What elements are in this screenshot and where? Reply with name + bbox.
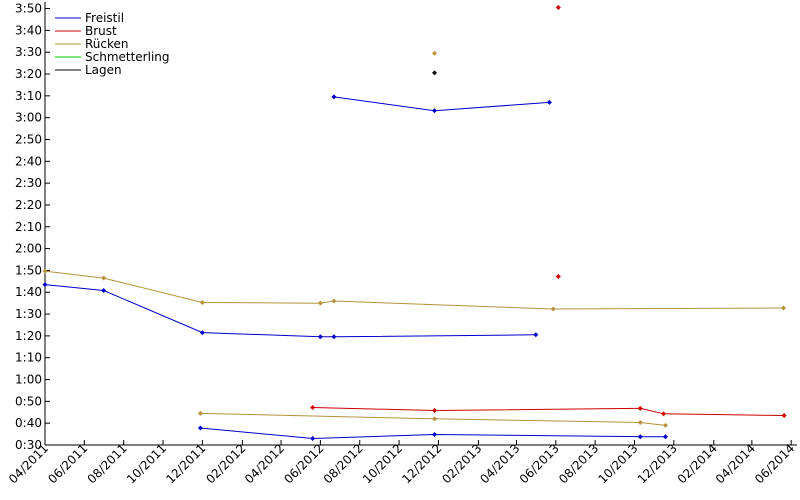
y-tick-label: 2:10 [15,220,42,234]
data-point-freistil [199,330,205,336]
y-tick-label: 2:50 [15,132,42,146]
x-tick-label: 04/2014 [713,441,758,486]
data-point-freistil [637,434,643,440]
x-tick-label: 12/2013 [635,441,680,486]
x-tick-label: 06/2012 [281,441,326,486]
x-tick-label: 12/2011 [163,441,208,486]
data-point-r-cken [550,306,556,312]
data-point-freistil [317,334,323,340]
y-tick-label: 1:30 [15,307,42,321]
y-tick-label: 2:30 [15,176,42,190]
x-tick-label: 02/2013 [439,441,484,486]
x-tick-label: 02/2014 [675,441,720,486]
data-point-brust [555,4,561,10]
data-point-brust [310,404,316,410]
data-point-freistil [331,334,337,340]
data-point-r-cken [199,299,205,305]
x-tick-label: 10/2011 [124,441,169,486]
data-point-brust [660,411,666,417]
y-tick-label: 2:00 [15,242,42,256]
data-point-freistil [533,332,539,338]
data-point-r-cken [780,305,786,311]
legend-label-lagen: Lagen [85,63,122,77]
data-point-r-cken [101,275,107,281]
y-tick-label: 1:00 [15,373,42,387]
data-point-brust [555,274,561,280]
x-tick-label: 06/2011 [45,441,90,486]
y-tick-label: 2:20 [15,198,42,212]
data-point-r-cken [432,416,438,422]
data-point-freistil [331,94,337,100]
y-tick-label: 3:10 [15,89,42,103]
data-point-freistil [197,425,203,431]
legend-label-freistil: Freistil [85,11,124,25]
x-tick-label: 04/2012 [242,441,287,486]
x-tick-label: 02/2012 [203,441,248,486]
data-point-freistil [432,108,438,114]
data-point-r-cken [317,300,323,306]
legend-label-brust: Brust [85,24,117,38]
y-tick-label: 3:40 [15,23,42,37]
data-point-freistil [310,435,316,441]
series-line-r-cken [44,270,784,310]
data-point-brust [432,408,438,414]
x-tick-label: 08/2012 [321,441,366,486]
legend-label-r-cken: Rücken [85,37,129,51]
data-point-r-cken [637,420,643,426]
data-point-r-cken [432,50,438,56]
x-tick-label: 08/2013 [556,441,601,486]
series-line-freistil [333,96,550,112]
data-point-freistil [546,99,552,105]
y-tick-label: 3:30 [15,45,42,59]
x-tick-label: 12/2012 [399,441,444,486]
series-line-brust [312,407,785,416]
data-point-r-cken [197,410,203,416]
data-point-freistil [42,282,48,288]
data-point-r-cken [42,268,48,274]
x-tick-label: 10/2013 [595,441,640,486]
x-tick-label: 06/2013 [517,441,562,486]
y-tick-label: 0:50 [15,394,42,408]
legend-label-schmetterling: Schmetterling [85,50,170,64]
data-point-freistil [101,287,107,293]
x-tick-label: 04/2013 [477,441,522,486]
series-line-freistil [200,427,666,440]
y-tick-label: 3:20 [15,67,42,81]
series-line-r-cken [200,412,666,426]
x-tick-label: 06/2014 [752,441,797,486]
y-tick-label: 1:10 [15,351,42,365]
data-point-freistil [432,432,438,438]
y-tick-label: 2:40 [15,154,42,168]
x-tick-label: 08/2011 [85,441,130,486]
x-tick-label: 10/2012 [360,441,405,486]
data-point-brust [637,405,643,411]
y-tick-label: 1:20 [15,329,42,343]
series-group [42,4,787,441]
y-tick-label: 3:00 [15,111,42,125]
series-line-freistil [44,284,536,338]
y-tick-label: 0:40 [15,416,42,430]
y-tick-label: 3:50 [15,2,42,16]
data-point-r-cken [331,298,337,304]
data-point-r-cken [662,422,668,428]
data-point-lagen [432,70,438,76]
y-tick-label: 1:50 [15,263,42,277]
y-tick-label: 1:40 [15,285,42,299]
axes [44,2,797,446]
data-point-brust [781,413,787,419]
y-tick-label: 0:30 [15,438,42,452]
data-point-freistil [662,434,668,440]
